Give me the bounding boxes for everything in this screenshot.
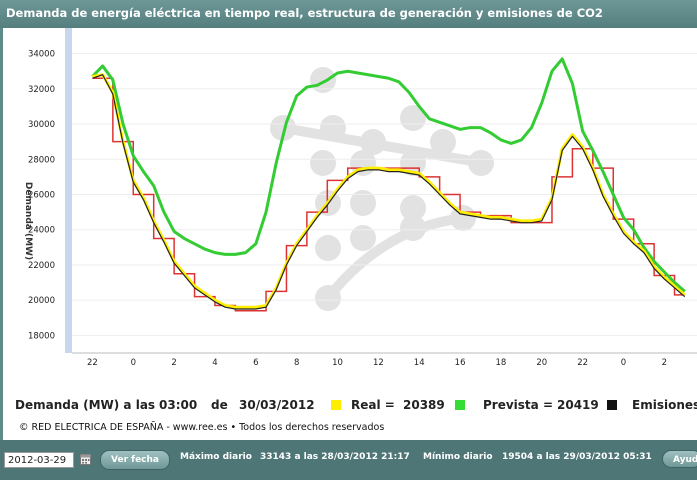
x-tick-label: 16 <box>455 358 466 368</box>
x-tick-label: 0 <box>131 358 136 368</box>
logo-dot <box>350 225 376 251</box>
x-tick-label: 2 <box>662 358 667 368</box>
demand-date: 30/03/2012 <box>239 398 315 412</box>
programmed-demand-line <box>92 77 685 312</box>
minimo-label: Mínimo diario <box>423 452 493 462</box>
logo-dot <box>430 129 456 155</box>
logo-stroke <box>282 123 484 168</box>
chart-panel: 18000 20000 22000 24000 26000 28000 30000 32000… <box>3 28 697 440</box>
ree-logo-watermark <box>270 67 494 311</box>
x-tick-label: 20 <box>536 358 547 368</box>
logo-dot <box>310 150 336 176</box>
x-tick-label: 14 <box>414 358 425 368</box>
y-tick-label: 22000 <box>28 261 55 271</box>
date-input[interactable] <box>4 452 74 468</box>
y-axis-bar <box>65 28 72 353</box>
y-tick-label: 18000 <box>28 331 55 341</box>
y-tick-label: 30000 <box>28 120 55 130</box>
logo-dot <box>315 235 341 261</box>
logo-dot <box>350 190 376 216</box>
series-line-emisiones <box>92 74 686 310</box>
prevista-label: Prevista = <box>483 398 553 412</box>
x-tick-label: 10 <box>332 358 343 368</box>
x-tick-label: 8 <box>294 358 299 368</box>
ver-fecha-button[interactable]: Ver fecha <box>100 450 170 470</box>
real-label: Real = <box>351 398 395 412</box>
copyright-text: © RED ELECTRICA DE ESPAÑA - www.ree.es •… <box>19 422 385 433</box>
maximo-label: Máximo diario <box>180 452 252 462</box>
y-tick-label: 24000 <box>28 226 55 236</box>
demand-chart: 1800020000220002400026000280003000032000… <box>28 28 697 368</box>
x-tick-label: 18 <box>496 358 507 368</box>
ayuda-button[interactable]: Ayud <box>662 450 697 468</box>
x-tick-label: 22 <box>577 358 588 368</box>
x-tick-label: 12 <box>373 358 384 368</box>
calendar-icon[interactable] <box>80 454 91 465</box>
maximo-value: 33143 a las 28/03/2012 21:17 <box>260 452 410 462</box>
series-line-real <box>92 73 686 309</box>
page-title: Demanda de energía eléctrica en tiempo r… <box>6 6 603 20</box>
logo-dot <box>400 195 426 221</box>
x-tick-label: 0 <box>621 358 626 368</box>
y-axis-label: Demanda (MW) <box>23 181 34 261</box>
y-tick-label: 34000 <box>28 50 55 60</box>
y-tick-label: 32000 <box>28 85 55 95</box>
date-de-label: de <box>211 398 228 412</box>
window-titlebar: Demanda de energía eléctrica en tiempo r… <box>0 0 697 28</box>
demand-label: Demanda (MW) a las <box>15 398 156 412</box>
emisiones-label: Emisiones C <box>632 398 697 412</box>
logo-stroke <box>324 213 464 302</box>
prevista-value: 20419 <box>557 398 599 412</box>
y-tick-label: 20000 <box>28 296 55 306</box>
series-line-prevista <box>91 57 686 293</box>
x-tick-label: 2 <box>171 358 176 368</box>
demand-info-bar: Demanda (MW) a las 03:00 de 30/03/2012 R… <box>15 398 697 414</box>
x-tick-label: 6 <box>253 358 258 368</box>
x-tick-label: 22 <box>87 358 98 368</box>
minimo-value: 19504 a las 29/03/2012 05:31 <box>502 452 652 462</box>
y-tick-label: 28000 <box>28 155 55 165</box>
real-value: 20389 <box>403 398 445 412</box>
demand-time: 03:00 <box>159 398 198 412</box>
x-tick-label: 4 <box>212 358 217 368</box>
y-tick-label: 26000 <box>28 191 55 201</box>
